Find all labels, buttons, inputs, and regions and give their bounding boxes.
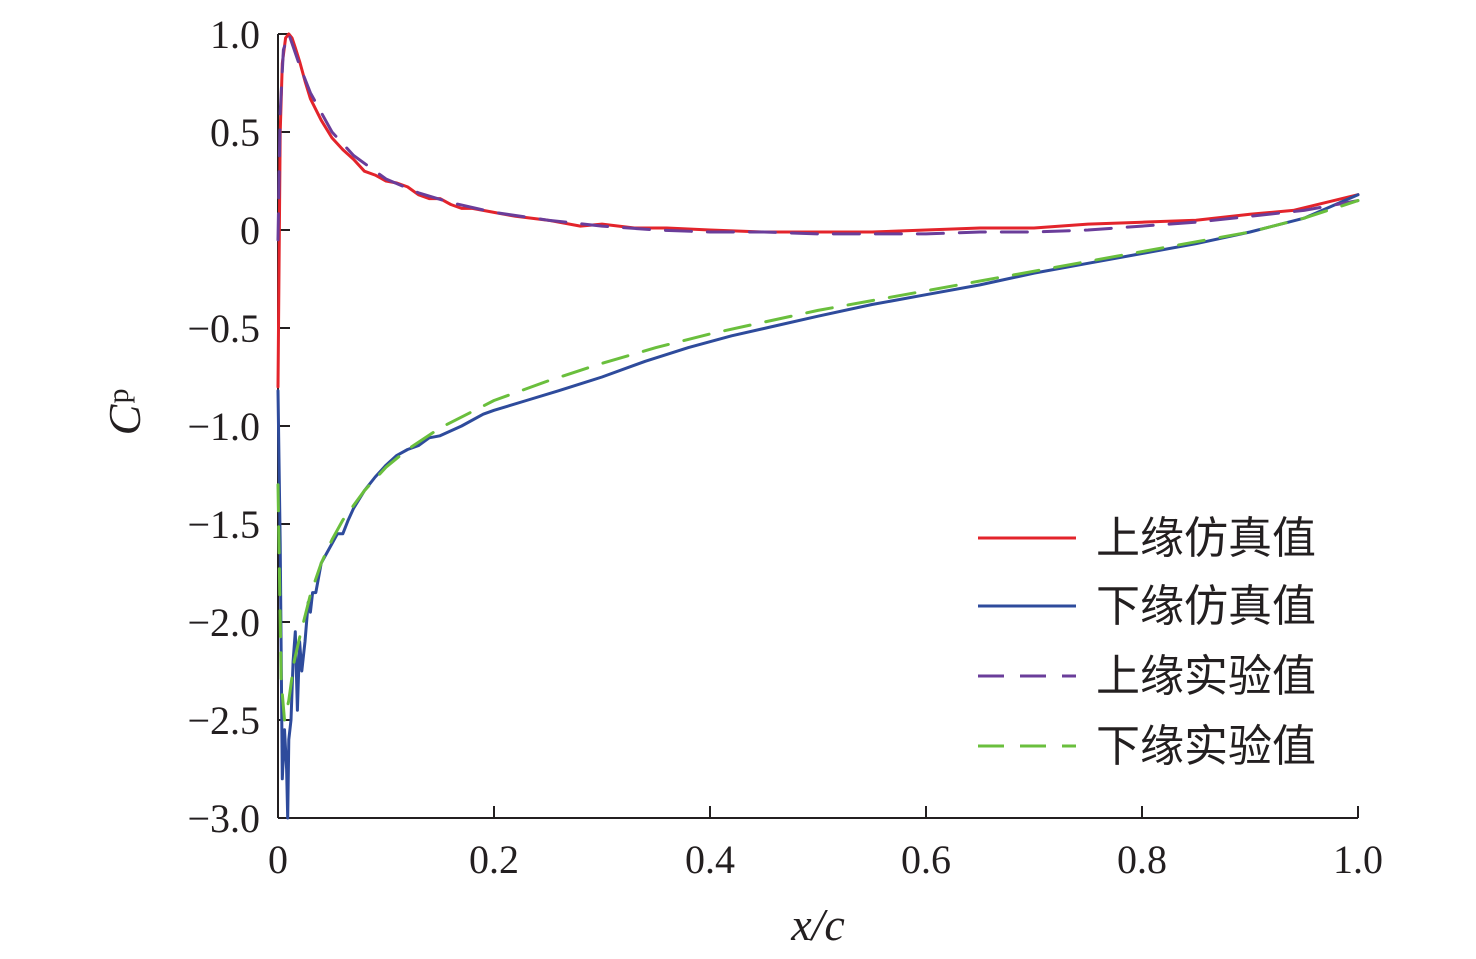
y-tick-label: 0.5 [210, 110, 260, 155]
y-axis-label: C p [99, 389, 150, 436]
y-tick-label: −2.5 [187, 698, 260, 743]
series-line-4 [276, 199, 1360, 722]
x-tick-label: 1.0 [1333, 837, 1383, 882]
legend-label-3: 上缘实验值 [1096, 651, 1316, 702]
x-tick-label: 0.8 [1117, 837, 1167, 882]
y-tick-label: −2.0 [187, 600, 260, 645]
series-line-3 [276, 32, 1360, 242]
y-tick-label: −3.0 [187, 796, 260, 841]
y-axis-label-subscript: p [102, 389, 135, 404]
y-tick-label: 0 [240, 208, 260, 253]
y-tick-label: −1.0 [187, 404, 260, 449]
x-tick-label: 0.2 [469, 837, 519, 882]
x-tick-label: 0.6 [901, 837, 951, 882]
y-tick-label: −0.5 [187, 306, 260, 351]
x-tick-label: 0 [268, 837, 288, 882]
axes: 0 0.2 0.4 0.6 0.8 1.0 1.0 0.5 0 −0.5 −1.0 −1.5 −2.0 −… [187, 12, 1383, 882]
plot-area [276, 32, 1360, 820]
y-tick-label: 1.0 [210, 12, 260, 57]
legend-label-1: 上缘仿真值 [1096, 513, 1316, 564]
x-axis-label: x/c [790, 899, 845, 950]
x-tick-label: 0.4 [685, 837, 735, 882]
series-line-1 [276, 32, 1360, 389]
legend-label-2: 下缘仿真值 [1096, 581, 1316, 632]
y-axis-label-main: C [99, 403, 150, 435]
y-tick-label: −1.5 [187, 502, 260, 547]
legend-label-4: 下缘实验值 [1096, 721, 1316, 772]
